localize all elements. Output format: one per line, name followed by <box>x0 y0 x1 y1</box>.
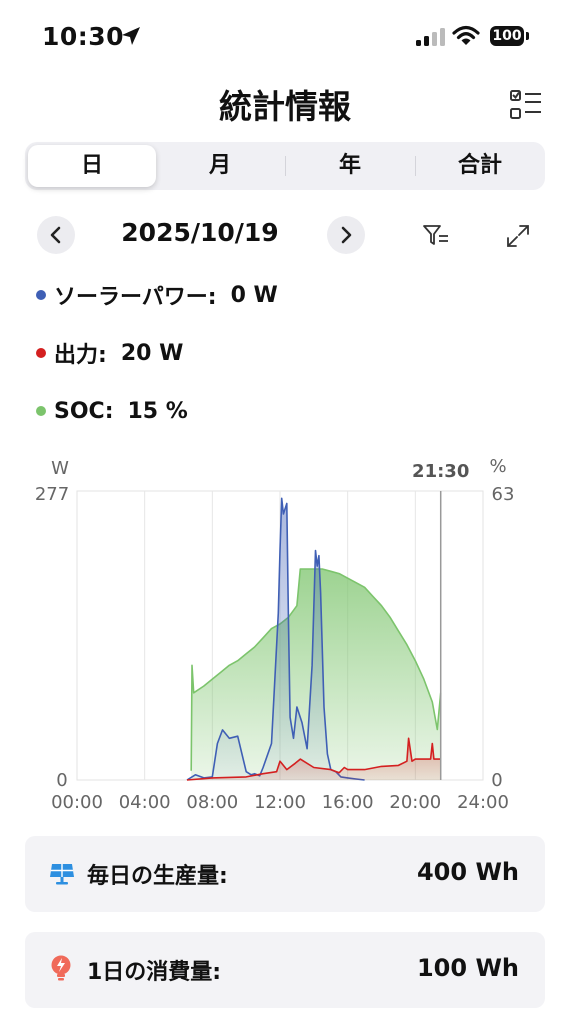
cursor-time-label: 21:30 <box>412 461 469 482</box>
tab-total[interactable]: 合計 <box>457 153 502 178</box>
battery-cap <box>526 32 529 40</box>
tab-year[interactable]: 年 <box>338 153 361 178</box>
power-chart[interactable]: 00:00 04:00 08:00 12:00 16:00 20:00 24:00 W 277 0… <box>0 445 570 815</box>
legend-soc-dot <box>36 406 46 416</box>
x-tick-label: 00:00 <box>51 792 103 813</box>
x-tick-label: 24:00 <box>457 792 509 813</box>
legend-soc-label: SOC: <box>54 398 114 424</box>
legend-solar: ソーラーパワー: 0 W <box>36 280 278 310</box>
daily-production-card: 毎日の生産量: 400 Wh <box>25 836 545 912</box>
previous-day-button[interactable] <box>37 216 75 254</box>
tab-month[interactable]: 月 <box>208 153 231 178</box>
right-axis-min: 0 <box>491 770 502 791</box>
legend-solar-label: ソーラーパワー: <box>54 285 217 310</box>
output-series-line <box>186 737 441 781</box>
daily-production-value: 400 Wh <box>416 858 519 886</box>
status-time: 10:30 <box>42 22 125 51</box>
current-date: 2025/10/19 <box>121 218 279 247</box>
solar-panel-icon <box>50 864 74 885</box>
legend-output-dot <box>36 348 46 358</box>
period-tabs: 日 月 年 合計 <box>25 142 545 190</box>
location-arrow-icon <box>122 27 140 45</box>
daily-consumption-label: 1日の消費量: <box>87 960 222 985</box>
legend-output: 出力: 20 W <box>36 338 183 368</box>
legend-output-label: 出力: <box>54 343 107 368</box>
daily-consumption-value: 100 Wh <box>416 954 519 982</box>
left-axis-max: 277 <box>35 484 69 505</box>
legend-solar-value: 0 W <box>230 282 278 308</box>
left-axis-unit: W <box>51 458 69 479</box>
solar-series-area <box>187 498 365 780</box>
tab-divider <box>415 156 416 176</box>
legend-soc: SOC: 15 % <box>36 396 188 426</box>
tab-day[interactable]: 日 <box>28 145 156 187</box>
x-tick-label: 12:00 <box>254 792 306 813</box>
legend-solar-dot <box>36 290 46 300</box>
daily-consumption-card: 1日の消費量: 100 Wh <box>25 932 545 1008</box>
fullscreen-icon[interactable] <box>506 224 530 248</box>
soc-series-line <box>190 568 442 771</box>
legend-output-value: 20 W <box>120 340 184 366</box>
filter-icon[interactable] <box>422 224 450 248</box>
x-tick-label: 20:00 <box>389 792 441 813</box>
chevron-left-icon <box>50 226 61 244</box>
x-tick-label: 04:00 <box>119 792 171 813</box>
solar-series-line <box>186 497 365 781</box>
output-series-area <box>187 738 441 780</box>
wifi-icon <box>452 25 480 45</box>
daily-production-label: 毎日の生産量: <box>87 864 228 889</box>
x-tick-label: 08:00 <box>186 792 238 813</box>
chevron-right-icon <box>341 226 352 244</box>
x-tick-label: 16:00 <box>322 792 374 813</box>
checklist-icon[interactable] <box>508 87 544 123</box>
battery-level: 100 <box>490 26 524 46</box>
status-bar: 10:30 100 <box>0 0 570 76</box>
date-navigation: 2025/10/19 <box>0 216 570 258</box>
next-day-button[interactable] <box>327 216 365 254</box>
lightbulb-icon <box>51 955 71 981</box>
left-axis-min: 0 <box>56 770 67 791</box>
right-axis-unit: % <box>489 456 506 477</box>
legend-soc-value: 15 % <box>127 398 188 424</box>
battery-indicator: 100 <box>490 26 530 48</box>
tab-divider <box>285 156 286 176</box>
page-title: 統計情報 <box>219 87 351 126</box>
right-axis-max: 63 <box>492 484 515 505</box>
cellular-signal-icon <box>416 28 445 46</box>
